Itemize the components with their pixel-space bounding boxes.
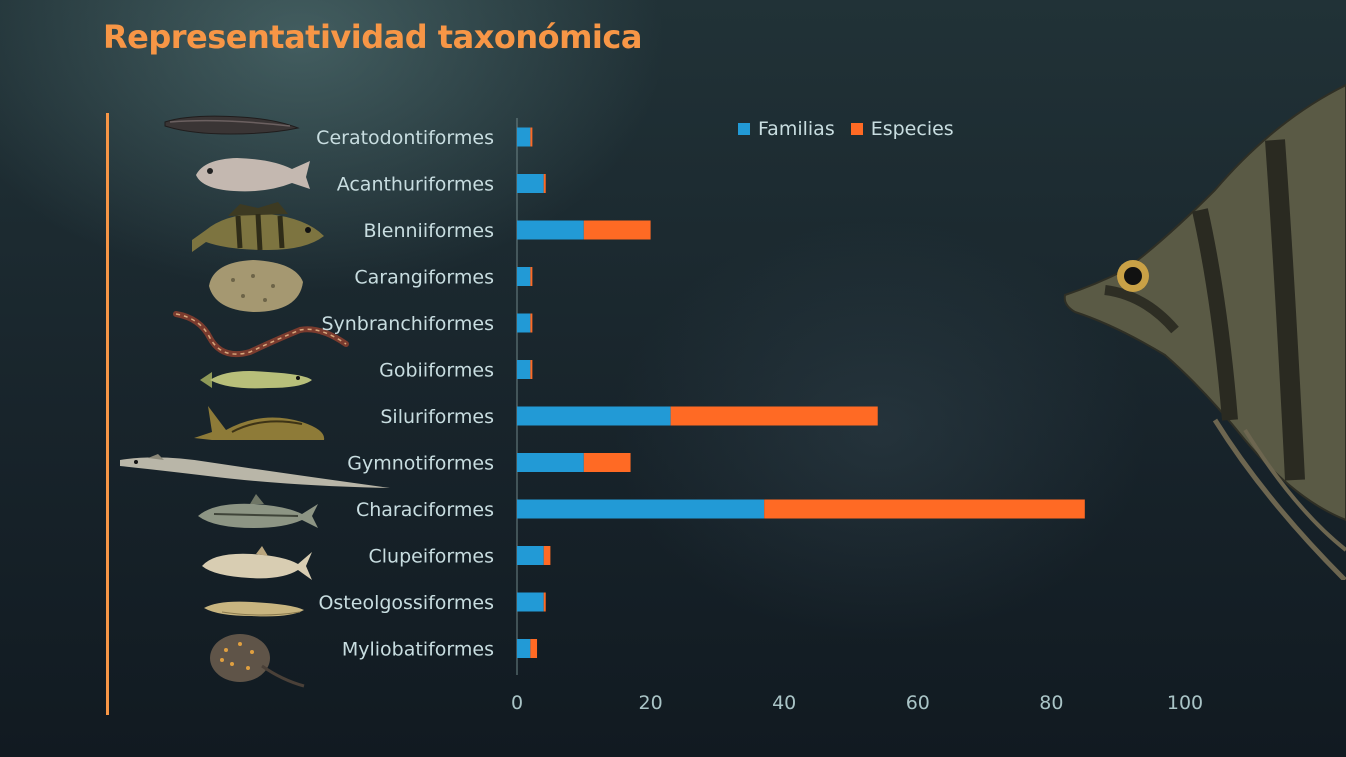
x-tick-label: 100	[1167, 692, 1203, 714]
legend-swatch-familias	[738, 123, 750, 135]
fish-photo-icon	[192, 202, 324, 252]
fish-photo-icon	[210, 634, 305, 688]
legend-swatch-especies	[850, 123, 863, 135]
legend-label-familias: Familias	[758, 118, 835, 140]
bar-familias	[517, 639, 531, 658]
bar-familias	[517, 174, 544, 193]
bar-especies	[530, 639, 538, 658]
bar-familias	[517, 592, 544, 612]
bar-especies	[530, 127, 533, 147]
fish-photo-icon	[173, 311, 349, 358]
legend-label-especies: Especies	[870, 118, 954, 140]
category-label: Myliobatiformes	[342, 639, 494, 661]
fish-photo-icon	[204, 601, 304, 617]
fish-photo-icon	[200, 371, 312, 389]
bar-especies	[583, 220, 651, 240]
bar-especies	[530, 267, 533, 286]
category-label: Carangiformes	[354, 267, 494, 289]
fish-photo-icon	[198, 494, 318, 528]
bar-familias	[517, 127, 531, 147]
category-label: Blenniiformes	[363, 220, 494, 242]
category-label: Characiformes	[356, 499, 494, 521]
fish-photo-icon	[196, 158, 310, 192]
category-label: Gobiiformes	[379, 360, 494, 382]
bar-especies	[543, 546, 551, 565]
category-label: Siluriformes	[380, 406, 494, 428]
legend-item-especies: Especies	[850, 118, 954, 140]
bar-especies	[530, 313, 533, 333]
category-label: Ceratodontiformes	[316, 127, 494, 149]
fish-photo-icon	[202, 546, 312, 580]
x-tick-label: 40	[772, 692, 796, 714]
category-label: Acanthuriformes	[337, 174, 494, 196]
category-label: Synbranchiformes	[321, 313, 494, 335]
chart-legend: Familias Especies	[738, 118, 970, 140]
x-tick-label: 0	[511, 692, 523, 714]
slide-title: Representatividad taxonómica	[103, 18, 642, 56]
bar-familias	[517, 220, 584, 240]
category-label: Osteolgossiformes	[318, 592, 494, 614]
category-label: Gymnotiformes	[347, 453, 494, 475]
fish-photo-icon	[209, 260, 303, 312]
bar-especies	[764, 499, 1085, 519]
bar-familias	[517, 453, 584, 472]
bar-familias	[517, 267, 531, 286]
legend-item-familias: Familias	[738, 118, 835, 140]
angelfish-photo	[1063, 83, 1346, 580]
bar-especies	[543, 592, 546, 612]
bar-especies	[530, 360, 533, 379]
bar-especies	[670, 406, 878, 426]
fish-photo-icon	[194, 406, 325, 440]
category-label: Clupeiformes	[368, 546, 494, 568]
x-tick-label: 60	[906, 692, 930, 714]
x-tick-label: 20	[639, 692, 663, 714]
bar-familias	[517, 313, 531, 333]
fish-photo-icon	[120, 454, 390, 488]
bar-especies	[583, 453, 631, 472]
fish-photo-icon	[164, 115, 300, 135]
bar-especies	[543, 174, 546, 193]
bar-familias	[517, 360, 531, 379]
x-tick-label: 80	[1039, 692, 1063, 714]
bar-familias	[517, 546, 544, 565]
bar-familias	[517, 406, 671, 426]
bar-familias	[517, 499, 765, 519]
accent-line	[106, 113, 109, 715]
